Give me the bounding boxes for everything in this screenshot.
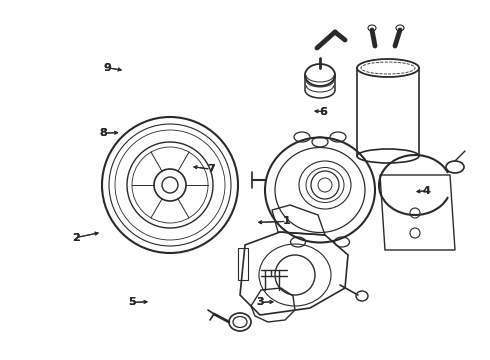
Text: 4: 4 (422, 186, 430, 196)
Text: 1: 1 (283, 216, 291, 226)
Text: 3: 3 (256, 297, 264, 307)
Text: 6: 6 (319, 107, 327, 117)
Text: 9: 9 (103, 63, 111, 73)
Text: 9: 9 (103, 63, 111, 73)
Text: 3: 3 (256, 297, 264, 307)
Text: 7: 7 (207, 164, 215, 174)
Text: 5: 5 (128, 297, 136, 307)
Text: 7: 7 (207, 164, 215, 174)
Text: 8: 8 (99, 128, 107, 138)
Text: 2: 2 (72, 233, 80, 243)
Text: 4: 4 (422, 186, 430, 196)
Text: 5: 5 (128, 297, 136, 307)
Text: 1: 1 (283, 216, 291, 226)
Text: 2: 2 (72, 233, 80, 243)
Text: 6: 6 (319, 107, 327, 117)
Text: 8: 8 (99, 128, 107, 138)
